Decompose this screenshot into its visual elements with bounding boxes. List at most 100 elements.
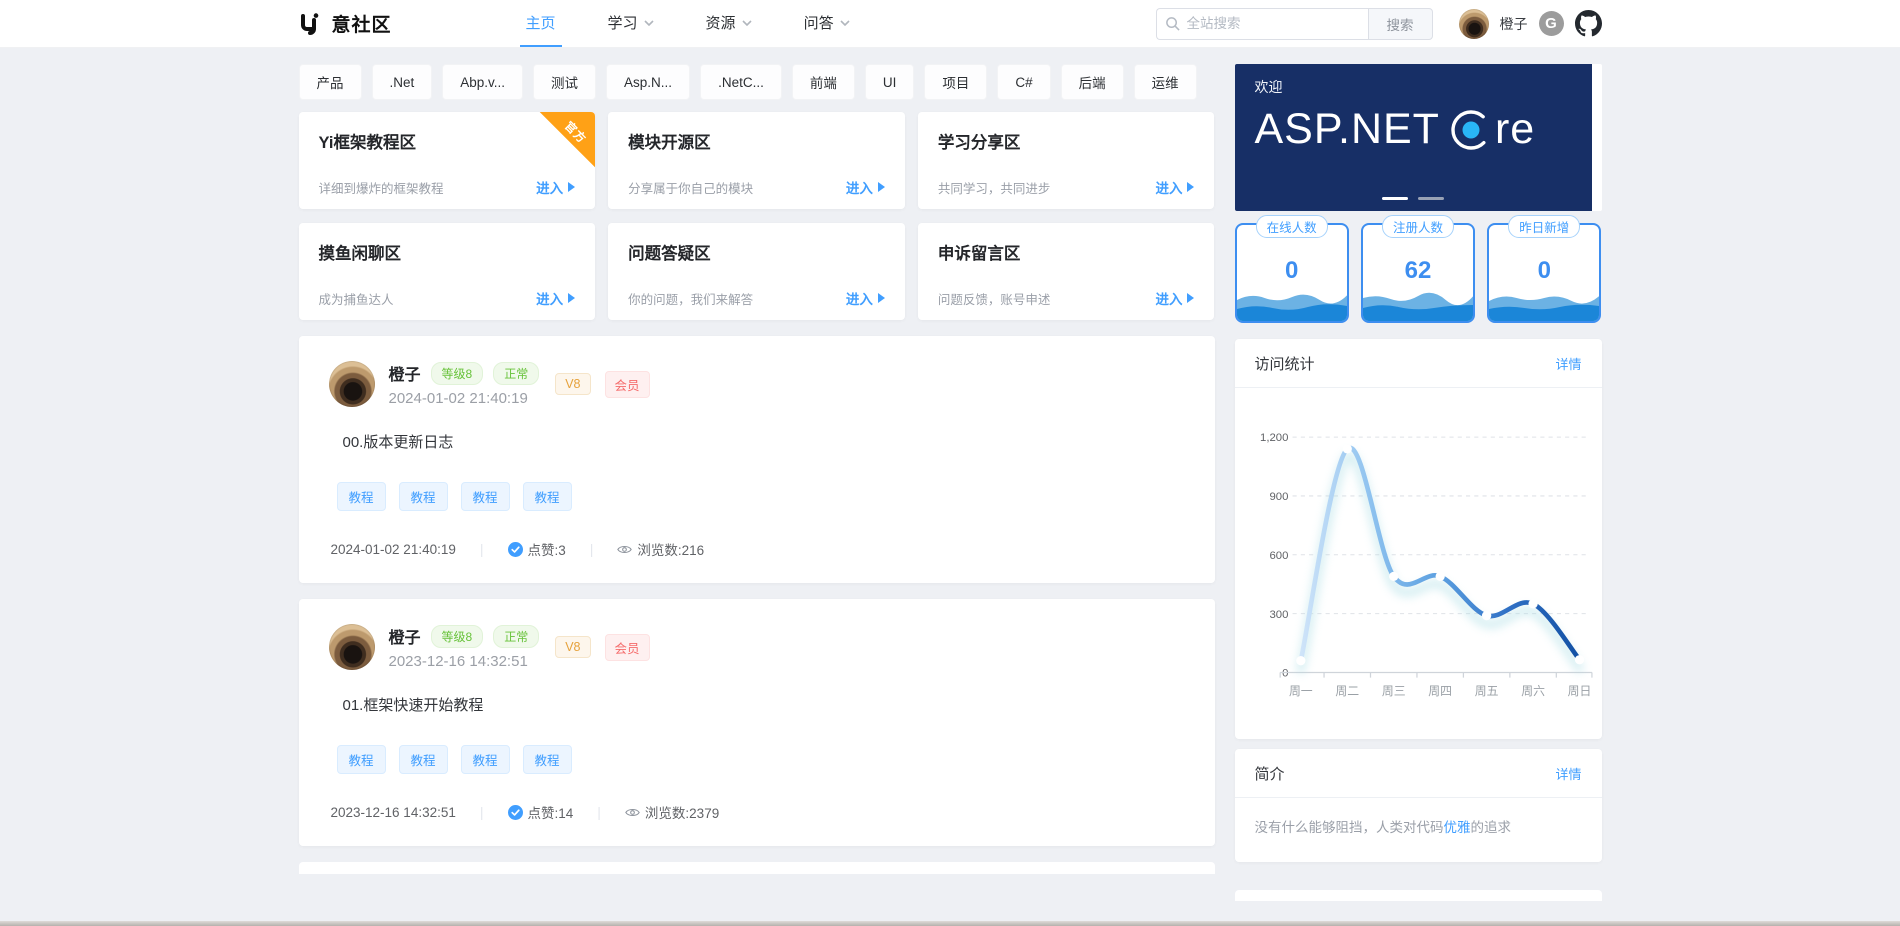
- post-title[interactable]: 01.框架快速开始教程: [342, 697, 484, 714]
- tag-button[interactable]: 产品: [298, 64, 362, 100]
- next-side-card-partial: [1234, 890, 1602, 902]
- avatar[interactable]: [328, 361, 375, 407]
- tag-button[interactable]: 测试: [533, 64, 597, 100]
- svg-text:周六: 周六: [1521, 684, 1545, 698]
- visit-stats-detail-link[interactable]: 详情: [1555, 356, 1582, 372]
- post-tag[interactable]: 教程: [336, 482, 386, 511]
- tag-button[interactable]: C#: [997, 64, 1051, 100]
- section-card-chat[interactable]: 摸鱼闲聊区 成为捕鱼达人 进入: [298, 223, 596, 320]
- tag-button[interactable]: .Net: [371, 64, 433, 100]
- tag-button[interactable]: 后端: [1060, 64, 1124, 100]
- main-nav: 主页 学习 资源 问答: [519, 0, 896, 47]
- svg-text:0: 0: [1282, 668, 1288, 680]
- enter-link[interactable]: 进入: [1155, 288, 1195, 308]
- welcome-carousel[interactable]: 欢迎 ASP.NET re: [1234, 64, 1602, 211]
- post-date: 2023-12-16 14:32:51: [388, 653, 528, 670]
- play-icon: [1187, 182, 1195, 192]
- enter-link[interactable]: 进入: [536, 288, 576, 308]
- post-card: 橙子 等级8 正常 2024-01-02 21:40:19 V8 会员 00.版…: [298, 336, 1215, 583]
- eye-icon: [625, 808, 640, 816]
- post-date: 2024-01-02 21:40:19: [388, 390, 528, 407]
- site-logo-icon: [300, 12, 318, 35]
- svg-text:600: 600: [1269, 550, 1288, 562]
- username[interactable]: 橙子: [1499, 15, 1528, 32]
- line-chart: 0 300 600 900 1,200 周一 周二 周三 周四 周五 周六 周日: [1260, 432, 1593, 698]
- post-tag[interactable]: 教程: [522, 745, 572, 774]
- elegant-link[interactable]: 优雅: [1443, 820, 1471, 836]
- stats-row: 在线人数 0 注册人数 62: [1234, 215, 1602, 323]
- carousel-dot[interactable]: [1418, 197, 1444, 200]
- visit-stats-card: 访问统计 详情 0 300 600 900 1,200 周一 周二 周三 周四 周五 周六 周日: [1234, 339, 1602, 740]
- core-c-icon: [1451, 109, 1491, 150]
- stat-new-yesterday: 昨日新增 0: [1487, 215, 1602, 323]
- enter-link[interactable]: 进入: [846, 177, 885, 197]
- user-area: 橙子 G: [1458, 8, 1602, 39]
- post-tag[interactable]: 教程: [398, 482, 448, 511]
- avatar[interactable]: [1458, 8, 1489, 39]
- github-icon[interactable]: [1574, 10, 1602, 37]
- post-tag[interactable]: 教程: [336, 745, 386, 774]
- avatar[interactable]: [328, 624, 375, 670]
- search-button[interactable]: 搜索: [1367, 7, 1433, 40]
- tag-button[interactable]: 运维: [1133, 64, 1197, 100]
- stat-online-users: 在线人数 0: [1234, 215, 1349, 323]
- welcome-text: 欢迎: [1254, 79, 1283, 95]
- level-badge: 等级8: [430, 624, 484, 648]
- post-author[interactable]: 橙子: [388, 367, 421, 384]
- search-input[interactable]: [1155, 7, 1368, 40]
- aspnet-core-logo: ASP.NET re: [1254, 105, 1536, 153]
- carousel-dot-active[interactable]: [1382, 197, 1408, 200]
- enter-link[interactable]: 进入: [846, 288, 885, 308]
- post-time: 2023-12-16 14:32:51: [330, 804, 456, 820]
- water-wave: [1362, 225, 1474, 321]
- play-icon: [1187, 293, 1195, 303]
- tag-button[interactable]: Asp.N...: [606, 64, 691, 100]
- nav-qa[interactable]: 问答: [798, 0, 856, 47]
- tag-button[interactable]: 项目: [924, 64, 988, 100]
- svg-text:周一: 周一: [1288, 684, 1312, 698]
- like-check-icon: [507, 804, 523, 820]
- member-badge: 会员: [604, 370, 650, 398]
- post-title[interactable]: 00.版本更新日志: [342, 434, 454, 451]
- nav-resources[interactable]: 资源: [700, 0, 758, 47]
- post-time: 2024-01-02 21:40:19: [330, 541, 456, 557]
- section-card-framework-tutorial[interactable]: 官方 Yi框架教程区 详细到爆炸的框架教程 进入: [298, 112, 596, 209]
- section-card-appeal[interactable]: 申诉留言区 问题反馈，账号申述 进入: [917, 223, 1215, 320]
- site-title: 意社区: [331, 15, 392, 36]
- top-header: 意社区 主页 学习 资源 问答 搜索: [0, 0, 1900, 48]
- post-tag[interactable]: 教程: [522, 482, 572, 511]
- vip-badge: V8: [555, 636, 591, 658]
- eye-icon: [617, 545, 633, 553]
- tag-button[interactable]: UI: [864, 64, 915, 100]
- post-tag[interactable]: 教程: [398, 745, 448, 774]
- enter-link[interactable]: 进入: [1155, 177, 1195, 197]
- post-likes: 点赞:3: [507, 539, 566, 559]
- section-card-learning-share[interactable]: 学习分享区 共同学习，共同进步 进入: [917, 112, 1215, 209]
- post-views: 浏览数:2379: [625, 802, 719, 822]
- tag-button[interactable]: Abp.v...: [442, 64, 524, 100]
- play-icon: [568, 182, 576, 192]
- post-tag[interactable]: 教程: [460, 745, 510, 774]
- section-grid: 官方 Yi框架教程区 详细到爆炸的框架教程 进入 模块开源区 分享属于你自己的模…: [298, 112, 1215, 320]
- section-card-module-opensource[interactable]: 模块开源区 分享属于你自己的模块 进入: [608, 112, 905, 209]
- aspnet-core-slide: 欢迎 ASP.NET re: [1234, 64, 1592, 211]
- tag-button[interactable]: 前端: [791, 64, 855, 100]
- site-brand[interactable]: 意社区: [299, 10, 392, 37]
- intro-detail-link[interactable]: 详情: [1555, 766, 1582, 782]
- svg-text:周五: 周五: [1474, 684, 1498, 698]
- enter-link[interactable]: 进入: [536, 177, 576, 197]
- post-author[interactable]: 橙子: [388, 630, 421, 647]
- gitee-icon[interactable]: G: [1538, 11, 1564, 36]
- svg-text:1,200: 1,200: [1260, 432, 1288, 444]
- nav-learn[interactable]: 学习: [602, 0, 660, 47]
- tag-button[interactable]: .NetC...: [700, 64, 782, 100]
- post-tag[interactable]: 教程: [460, 482, 510, 511]
- stat-registered-users: 注册人数 62: [1360, 215, 1476, 323]
- section-card-qa[interactable]: 问题答疑区 你的问题，我们来解答 进入: [608, 223, 905, 320]
- svg-text:周二: 周二: [1335, 684, 1359, 698]
- intro-card: 简介 详情 没有什么能够阻挡，人类对代码优雅的追求: [1234, 749, 1602, 863]
- window-bottom-edge: [0, 921, 1900, 926]
- svg-text:周四: 周四: [1428, 684, 1452, 698]
- nav-home[interactable]: 主页: [519, 0, 562, 47]
- post-views: 浏览数:216: [617, 539, 704, 559]
